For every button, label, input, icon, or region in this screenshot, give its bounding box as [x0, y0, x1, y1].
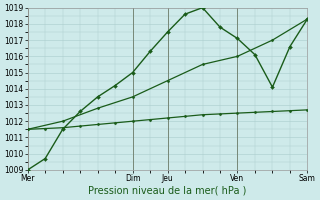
X-axis label: Pression niveau de la mer( hPa ): Pression niveau de la mer( hPa )	[88, 186, 247, 196]
